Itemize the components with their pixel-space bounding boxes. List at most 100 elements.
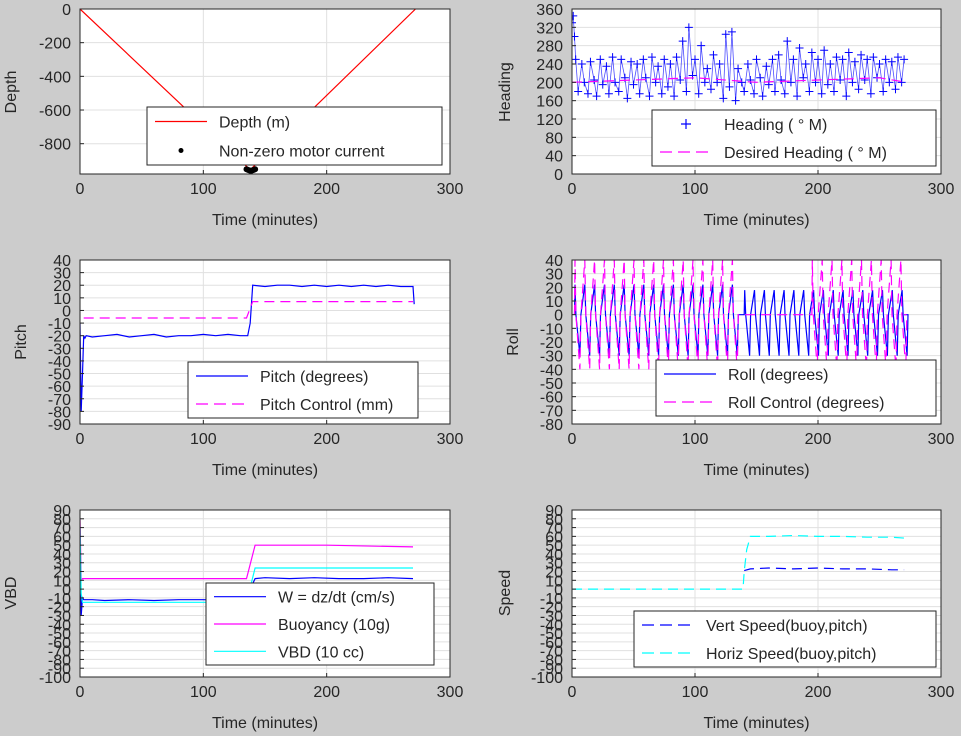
series-1-point	[789, 55, 798, 64]
legend-label-1: Roll (degrees)	[728, 367, 828, 384]
legend: Depth (m) Non-zero motor current	[146, 106, 443, 166]
series-1-point	[627, 57, 636, 66]
y-tick-label: -50	[540, 626, 563, 643]
y-axis-label: Roll	[505, 328, 522, 356]
panel-1: 0 100 200 300 0 -200 -400 -600 -800 Time (minutes…	[3, 2, 463, 229]
y-tick-label: 0	[62, 303, 71, 320]
y-tick-label: 80	[53, 512, 71, 529]
legend-swatch-2	[178, 148, 184, 153]
series-1-point	[709, 50, 718, 59]
series-2-line	[572, 77, 907, 83]
series-1-point	[697, 41, 706, 50]
series-1-point	[725, 82, 734, 91]
y-tick-label: -100	[531, 670, 563, 687]
series-1-point	[746, 76, 755, 85]
x-tick-label: 100	[682, 431, 709, 448]
y-tick-label: -40	[48, 617, 71, 634]
series-1-point	[854, 85, 863, 94]
legend-box	[651, 109, 937, 167]
y-axis-label: Speed	[497, 570, 514, 616]
y-tick-label: -90	[540, 661, 563, 678]
y-tick-label: 30	[53, 556, 71, 573]
y-tick-label: 40	[545, 547, 563, 564]
y-axis-label: VBD	[3, 577, 20, 610]
legend-label-2: Horiz Speed(buoy,pitch)	[706, 646, 876, 663]
legend-label-2: Pitch Control (mm)	[260, 397, 393, 414]
series-1-point	[678, 37, 687, 46]
y-tick-label: 70	[545, 521, 563, 538]
x-axis-label: Time (minutes)	[212, 462, 318, 479]
panel-4: 0 100 200 300403020100-10-20-30-40-50-60-70…	[505, 253, 954, 479]
legend-label-1: W = dz/dt (cm/s)	[278, 590, 395, 607]
data-layer	[572, 11, 909, 105]
y-tick-label: 50	[53, 538, 71, 555]
y-tick-label: -20	[48, 600, 71, 617]
series-1-point	[777, 76, 786, 85]
y-tick-label: 20	[53, 565, 71, 582]
y-tick-label: -70	[540, 644, 563, 661]
y-tick-label: -80	[540, 652, 563, 669]
series-1-point	[684, 23, 693, 32]
y-tick-label: 40	[53, 253, 71, 270]
x-tick-label: 300	[437, 431, 464, 448]
data-layer	[572, 534, 905, 590]
legend-label-2: Non-zero motor current	[219, 144, 385, 161]
series-1-point	[770, 87, 779, 96]
series-1-point	[583, 89, 592, 98]
legend: Heading ( ° M) Desired Heading ( ° M)	[651, 109, 937, 167]
y-tick-label: 360	[536, 2, 563, 19]
y-tick-label: -30	[48, 341, 71, 358]
y-tick-label: -10	[540, 591, 563, 608]
x-axis-label: Time (minutes)	[212, 715, 318, 732]
x-tick-label: 0	[76, 431, 85, 448]
series-1-line	[80, 284, 415, 412]
series-1-point	[596, 55, 605, 64]
series-1-point	[654, 62, 663, 71]
series-1-point	[657, 89, 666, 98]
legend-box	[187, 361, 419, 419]
series-1-point	[807, 48, 816, 57]
series-1-point	[676, 76, 685, 85]
legend: Vert Speed(buoy,pitch) Horiz Speed(buoy,p…	[633, 610, 937, 668]
series-1-point	[666, 60, 675, 68]
axes-box	[571, 509, 942, 678]
y-tick-label: 50	[545, 538, 563, 555]
x-axis-label: Time (minutes)	[212, 212, 318, 229]
y-tick-label: -80	[48, 404, 71, 421]
y-tick-label: -30	[540, 608, 563, 625]
series-1-point	[727, 27, 736, 36]
series-1-point	[574, 87, 583, 96]
series-1-point	[641, 73, 650, 82]
series-1-point	[663, 82, 672, 91]
y-tick-label: 120	[536, 112, 563, 129]
legend: Pitch (degrees) Pitch Control (mm)	[187, 361, 419, 419]
x-tick-label: 300	[928, 684, 955, 701]
y-tick-label: -40	[540, 617, 563, 634]
series-1-point	[715, 60, 724, 68]
series-1-point	[780, 89, 789, 98]
panel-2: 0 100 200 30004080120160200240280320360Time…	[497, 2, 954, 229]
y-tick-label: -60	[48, 635, 71, 652]
series-1-point	[572, 55, 580, 64]
legend-label-2: Buoyancy (10g)	[278, 617, 390, 634]
series-1-point	[629, 80, 638, 89]
y-tick-label: 30	[545, 267, 563, 284]
y-tick-label: 30	[53, 266, 71, 283]
series-1-point	[774, 50, 783, 59]
series-1-point	[682, 87, 691, 96]
panel-5: 0 100 200 3009080706050403020100-10-20-30-4…	[3, 503, 463, 732]
y-tick-label: -100	[39, 670, 71, 687]
x-tick-label: 300	[928, 181, 955, 198]
axes-box	[79, 8, 451, 175]
y-tick-label: -90	[48, 661, 71, 678]
series-1-point	[750, 89, 759, 98]
series-1-point	[820, 46, 829, 55]
series-1-point	[786, 78, 795, 87]
series-1-point	[611, 78, 620, 87]
axes-box	[79, 509, 451, 678]
series-1-point	[633, 60, 642, 68]
series-1-point	[703, 64, 712, 73]
series-1-point	[670, 92, 679, 101]
series-1-point	[740, 87, 749, 96]
series-1-point	[826, 60, 835, 68]
